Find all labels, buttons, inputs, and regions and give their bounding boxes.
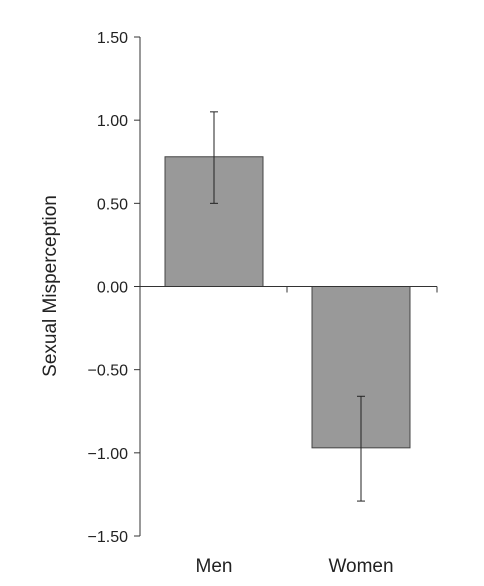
axes [139,37,438,536]
error-bar-women [357,395,365,502]
y-tick-label: −0.50 [88,363,129,380]
y-tick-label: −1.00 [88,446,129,463]
x-category-label: Men [196,556,233,577]
error-bars [210,111,365,502]
bars [164,156,411,449]
error-bar-men [210,111,218,204]
y-axis-title: Sexual Misperception [40,195,61,377]
x-category-label: Women [328,556,393,577]
y-tick-label: 0.00 [97,280,128,297]
x-axis-labels: Men Women [196,556,394,577]
y-tick-label: 0.50 [97,196,128,213]
y-tick-label: 1.00 [97,113,128,130]
y-tick-label: 1.50 [97,30,128,47]
y-axis-ticks: −1.50 −1.00 −0.50 0.00 0.50 1.00 1.50 [88,30,140,546]
y-tick-label: −1.50 [88,529,129,546]
